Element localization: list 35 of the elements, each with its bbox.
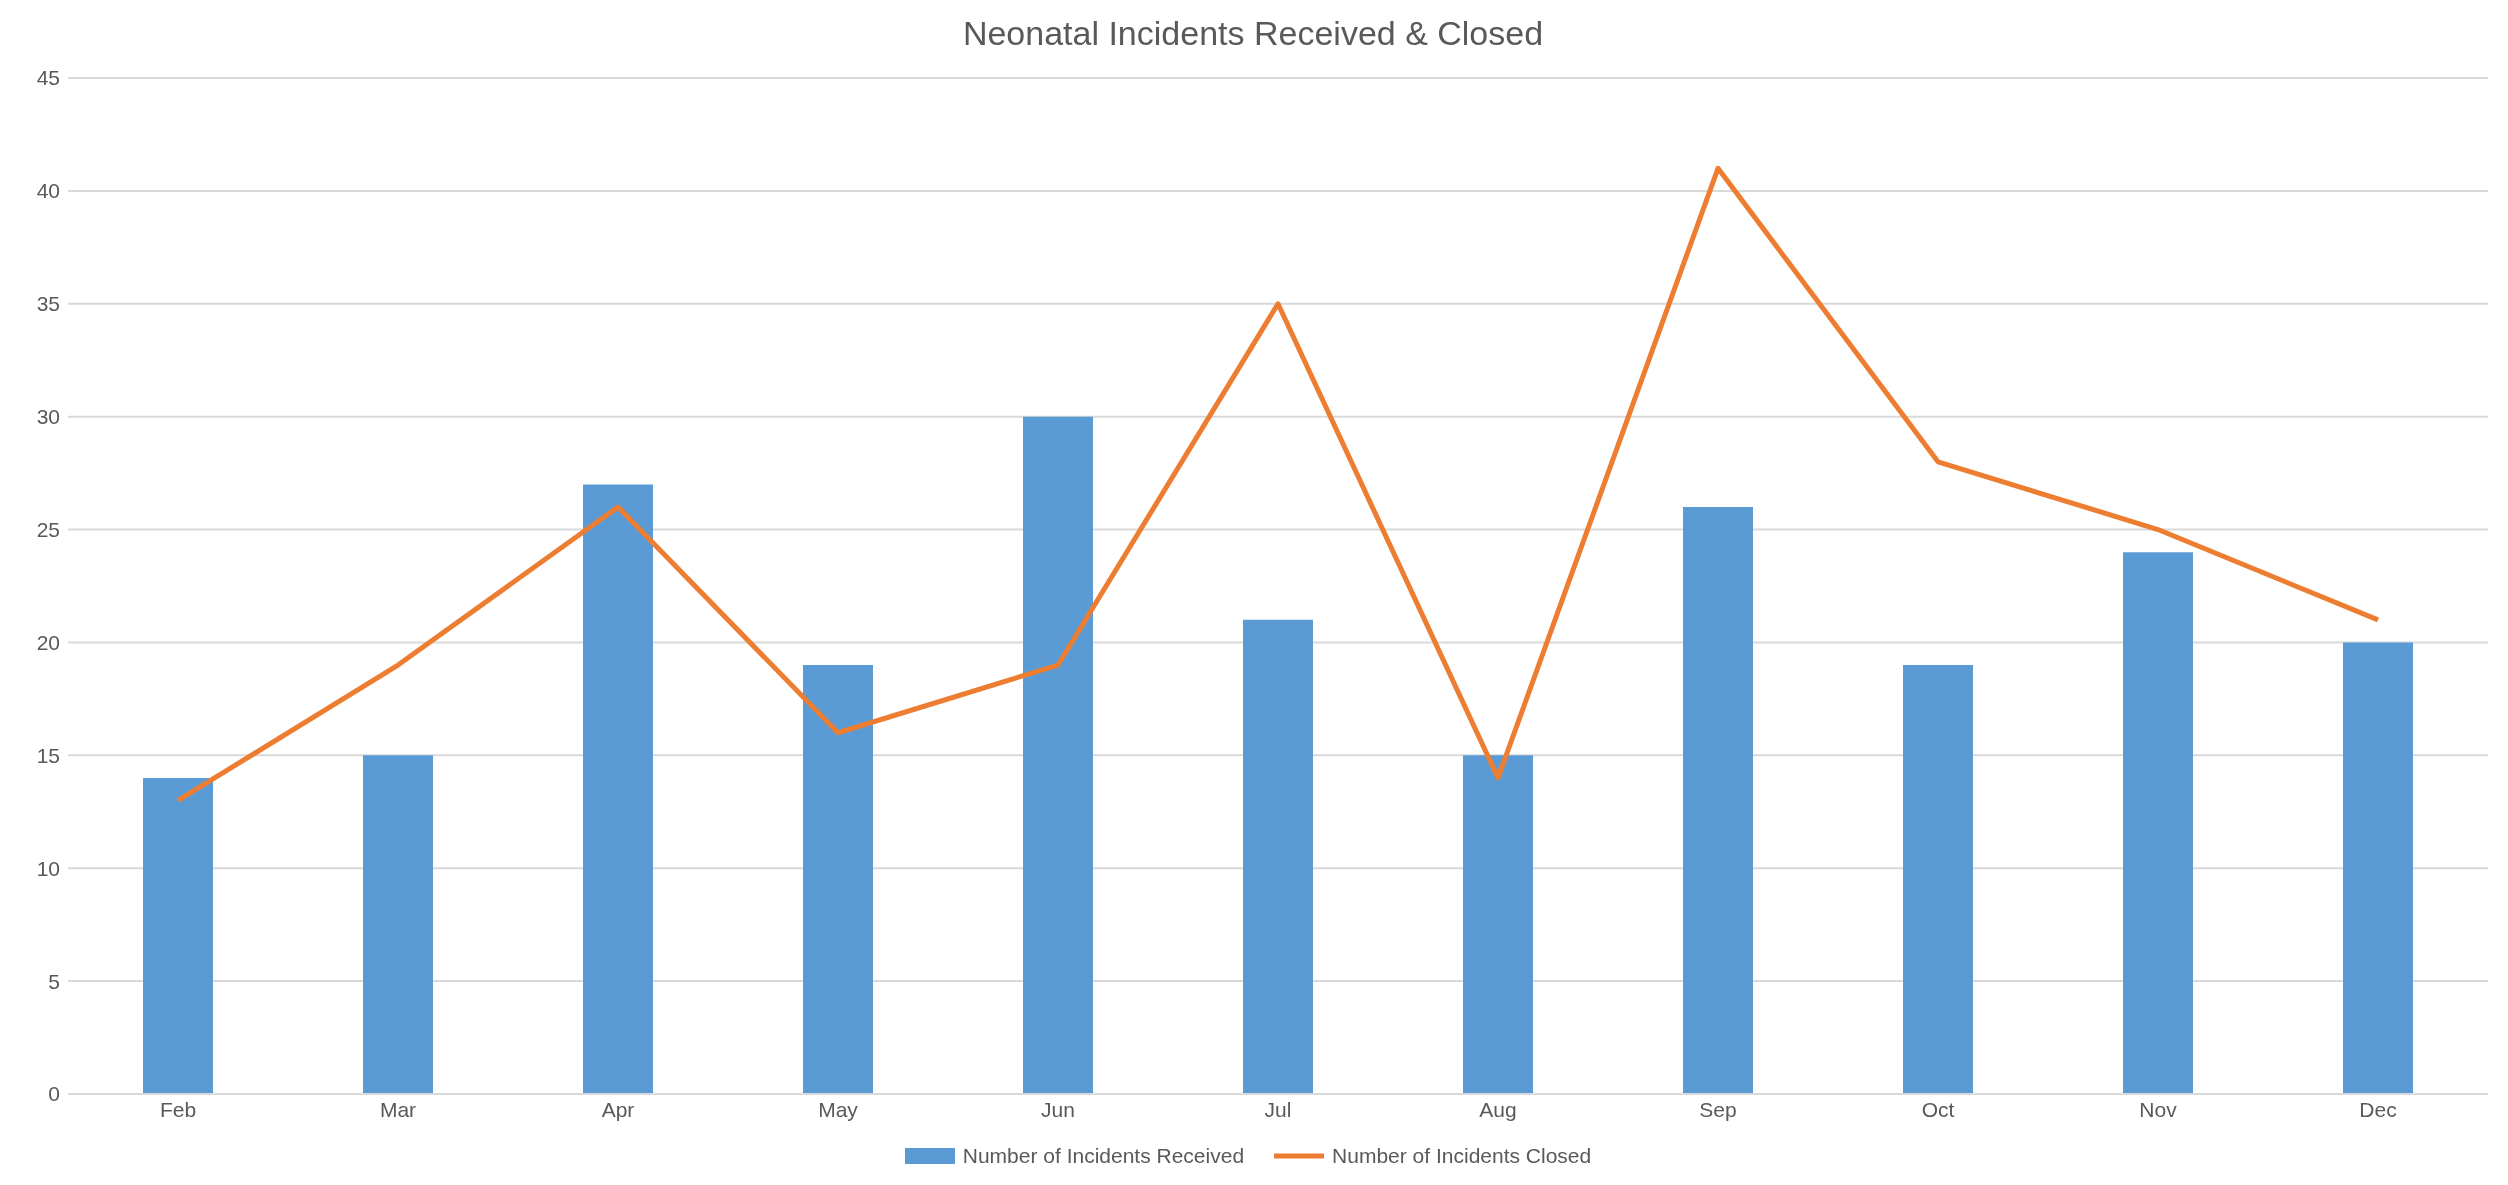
- bar: [2123, 552, 2193, 1094]
- bar: [1243, 619, 1313, 1094]
- y-tick-label: 40: [36, 179, 60, 203]
- bar: [1023, 416, 1093, 1094]
- y-tick-label: 15: [36, 743, 60, 767]
- y-tick-label: 20: [36, 630, 60, 654]
- y-tick-label: 25: [36, 518, 60, 542]
- legend-label: Number of Incidents Closed: [1331, 1144, 1592, 1168]
- x-tick-label: Mar: [379, 1097, 417, 1121]
- x-tick-label: Feb: [159, 1097, 197, 1121]
- y-tick-label: 10: [36, 856, 60, 880]
- x-tick-label: Jul: [1264, 1097, 1292, 1121]
- bar: [143, 777, 213, 1094]
- legend-label: Number of Incidents Received: [961, 1144, 1245, 1168]
- bar: [1903, 665, 1973, 1094]
- x-tick-label: Jun: [1041, 1097, 1075, 1121]
- x-tick-label: Oct: [1921, 1097, 1955, 1121]
- bar: [1683, 506, 1753, 1094]
- y-tick-label: 45: [36, 66, 60, 90]
- y-tick-label: 0: [48, 1082, 60, 1106]
- y-tick-label: 30: [36, 405, 60, 429]
- bar: [363, 755, 433, 1094]
- bar: [2343, 642, 2413, 1094]
- y-tick-label: 5: [48, 969, 60, 993]
- x-tick-label: Aug: [1479, 1097, 1517, 1121]
- y-tick-label: 35: [36, 292, 60, 316]
- x-tick-label: May: [818, 1097, 859, 1121]
- bar: [583, 484, 653, 1094]
- bar: [803, 665, 873, 1094]
- x-tick-label: Sep: [1699, 1097, 1737, 1121]
- chart-title: Neonatal Incidents Received & Closed: [961, 13, 1545, 54]
- x-tick-label: Dec: [2359, 1097, 2397, 1121]
- x-tick-label: Nov: [2139, 1097, 2178, 1121]
- x-tick-label: Apr: [601, 1097, 635, 1121]
- bar: [1463, 755, 1533, 1094]
